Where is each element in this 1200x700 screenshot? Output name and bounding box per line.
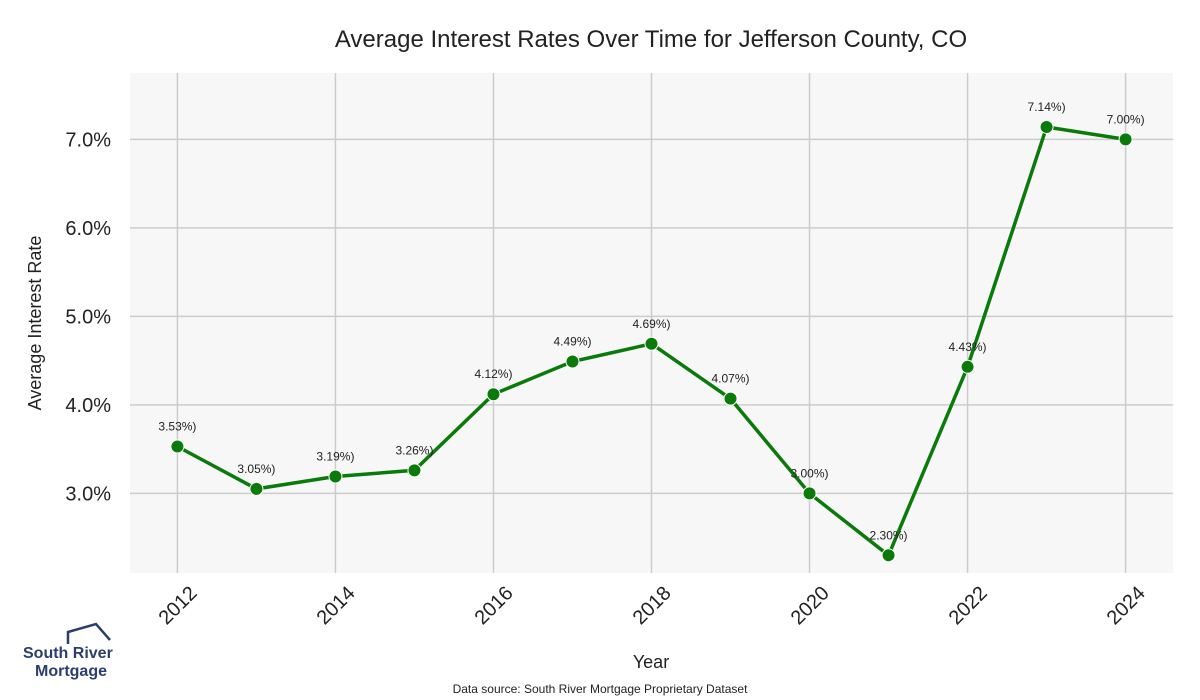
data-label: 4.69%)	[632, 317, 670, 331]
x-tick-label: 2012	[155, 582, 202, 629]
y-tick-label: 4.0%	[65, 395, 111, 417]
data-point	[328, 469, 343, 484]
y-axis-ticks: 3.0% 4.0% 5.0% 6.0% 7.0%	[65, 129, 111, 505]
data-label: 3.00%)	[791, 466, 829, 480]
data-point	[1118, 132, 1133, 147]
data-labels: 3.53%) 3.05%) 3.19%) 3.26%) 4.12%) 4.49%) 4.69…	[158, 100, 1144, 542]
x-tick-label: 2022	[945, 582, 992, 629]
data-label: 2.30%)	[870, 528, 908, 542]
data-label: 3.05%)	[237, 462, 275, 476]
x-tick-label: 2020	[787, 582, 834, 629]
brand-logo: South River Mortgage	[23, 622, 113, 680]
y-tick-label: 7.0%	[65, 129, 111, 151]
data-label: 7.00%)	[1107, 112, 1145, 126]
x-tick-label: 2016	[471, 582, 518, 629]
data-point	[881, 548, 896, 563]
data-point	[565, 354, 580, 369]
data-point	[723, 391, 738, 406]
data-label: 4.12%)	[474, 367, 512, 381]
data-point	[407, 463, 422, 478]
data-source-note: Data source: South River Mortgage Propri…	[453, 682, 748, 696]
data-label: 7.14%)	[1028, 100, 1066, 114]
house-roof-icon	[66, 622, 111, 644]
data-label: 4.49%)	[553, 334, 591, 348]
data-label: 3.53%)	[158, 419, 196, 433]
x-tick-label: 2014	[313, 582, 360, 629]
data-point	[249, 481, 264, 496]
x-axis-label: Year	[633, 652, 669, 672]
y-tick-label: 6.0%	[65, 218, 111, 240]
chart-title: Average Interest Rates Over Time for Jef…	[335, 26, 967, 53]
y-tick-label: 3.0%	[65, 483, 111, 505]
data-point	[960, 359, 975, 374]
y-tick-label: 5.0%	[65, 306, 111, 328]
x-axis-ticks: 2012 2014 2016 2018 2020 2022 2024	[155, 582, 1150, 629]
data-point	[802, 486, 817, 501]
data-point	[170, 439, 185, 454]
data-point	[486, 387, 501, 402]
data-point	[1039, 119, 1054, 134]
data-label: 4.07%)	[711, 372, 749, 386]
x-tick-label: 2018	[629, 582, 676, 629]
x-tick-label: 2024	[1103, 582, 1150, 629]
data-point	[644, 336, 659, 351]
data-label: 3.19%)	[316, 450, 354, 464]
data-label: 3.26%)	[395, 443, 433, 457]
logo-line-2: Mortgage	[35, 663, 107, 680]
y-axis-label: Average Interest Rate	[25, 236, 45, 411]
logo-line-1: South River	[23, 645, 113, 662]
data-label: 4.43%)	[949, 340, 987, 354]
data-points	[170, 119, 1133, 563]
